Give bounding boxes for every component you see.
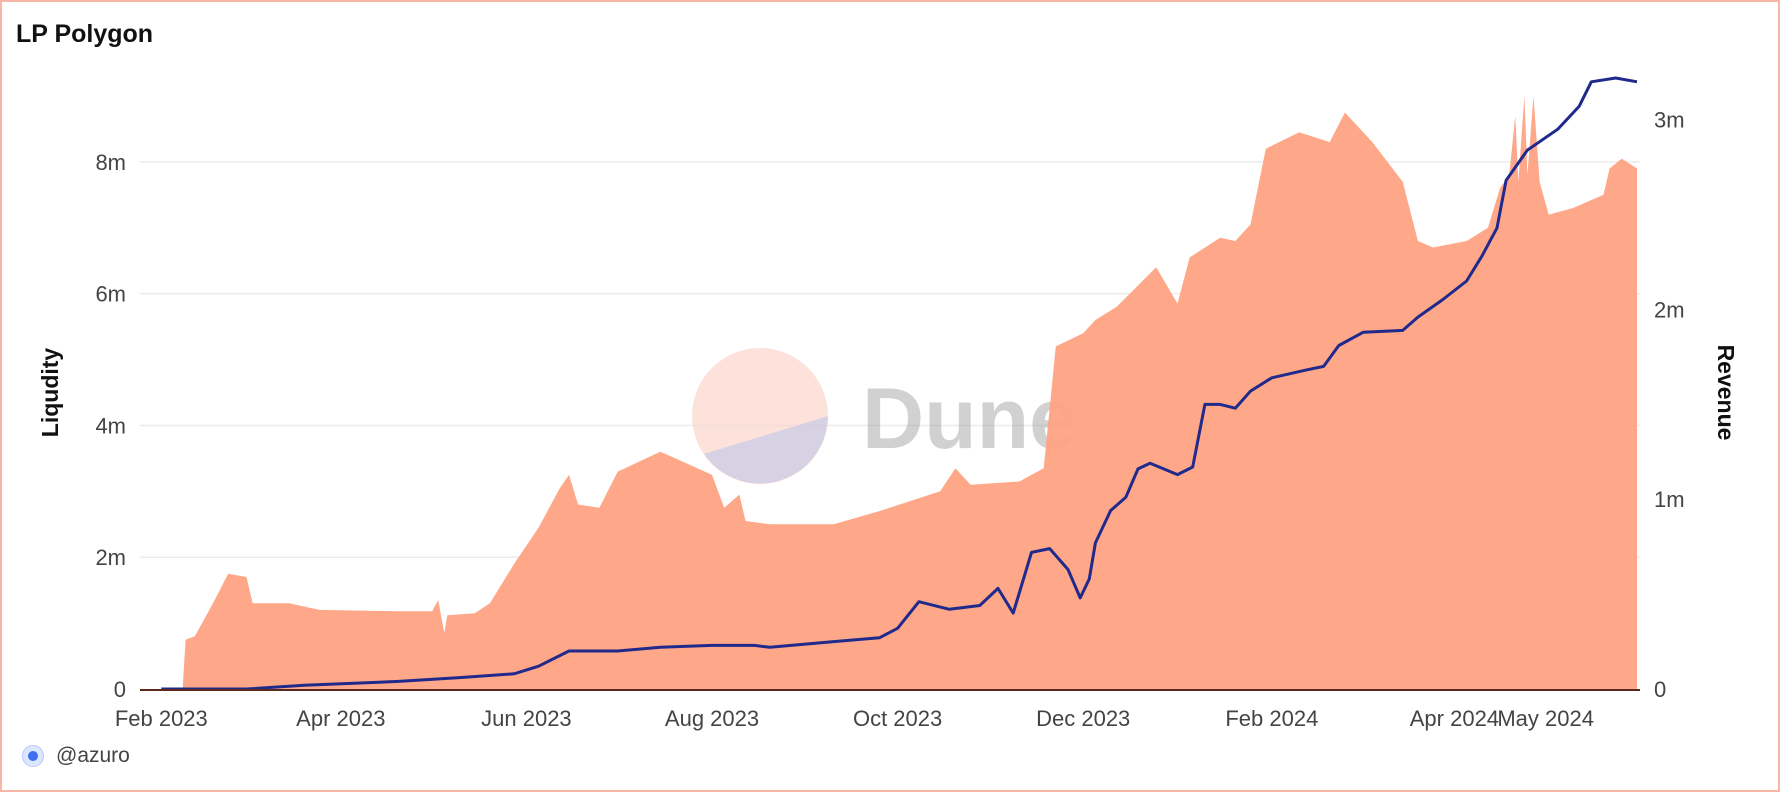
x-tick-label: Feb 2023	[115, 706, 208, 731]
chart-title: LP Polygon	[16, 20, 154, 48]
liquidity-area	[161, 96, 1637, 689]
y-right-tick-label: 0	[1654, 677, 1666, 702]
y-right-tick-label: 1m	[1654, 487, 1685, 512]
y-left-tick-label: 8m	[95, 150, 126, 175]
watermark-text: Dune	[862, 371, 1077, 467]
y-left-tick-label: 4m	[95, 413, 126, 438]
author-credit[interactable]: @azuro	[22, 744, 130, 768]
x-axis-ticks: Feb 2023 Apr 2023 Jun 2023 Aug 2023 Oct 2023…	[115, 706, 1594, 731]
author-name[interactable]: @azuro	[56, 744, 130, 767]
y-right-tick-label: 2m	[1654, 297, 1685, 322]
revenue-line	[161, 76, 1638, 691]
x-tick-label: Aug 2023	[665, 706, 759, 731]
right-axis-ticks: 0 1m 2m 3m	[1654, 108, 1685, 702]
y-right-tick-label: 3m	[1654, 108, 1685, 133]
watermark-logo-segment	[704, 416, 828, 484]
x-tick-label: Jun 2023	[481, 706, 572, 731]
x-tick-label: Apr 2023	[296, 706, 385, 731]
y-axis-left-label: Liqudity	[37, 348, 63, 438]
x-tick-label: Apr 2024	[1410, 706, 1499, 731]
y-axis-right-label: Revenue	[1713, 345, 1739, 441]
y-left-tick-label: 2m	[95, 545, 126, 570]
watermark: Dune	[692, 348, 1077, 484]
x-tick-label: Oct 2023	[853, 706, 942, 731]
x-tick-label: Feb 2024	[1225, 706, 1318, 731]
y-left-tick-label: 0	[114, 677, 126, 702]
y-left-tick-label: 6m	[95, 282, 126, 307]
avatar-icon	[22, 745, 44, 767]
left-axis-ticks: 0 2m 4m 6m 8m	[95, 150, 126, 702]
x-tick-label: May 2024	[1497, 706, 1594, 731]
x-tick-label: Dec 2023	[1036, 706, 1130, 731]
